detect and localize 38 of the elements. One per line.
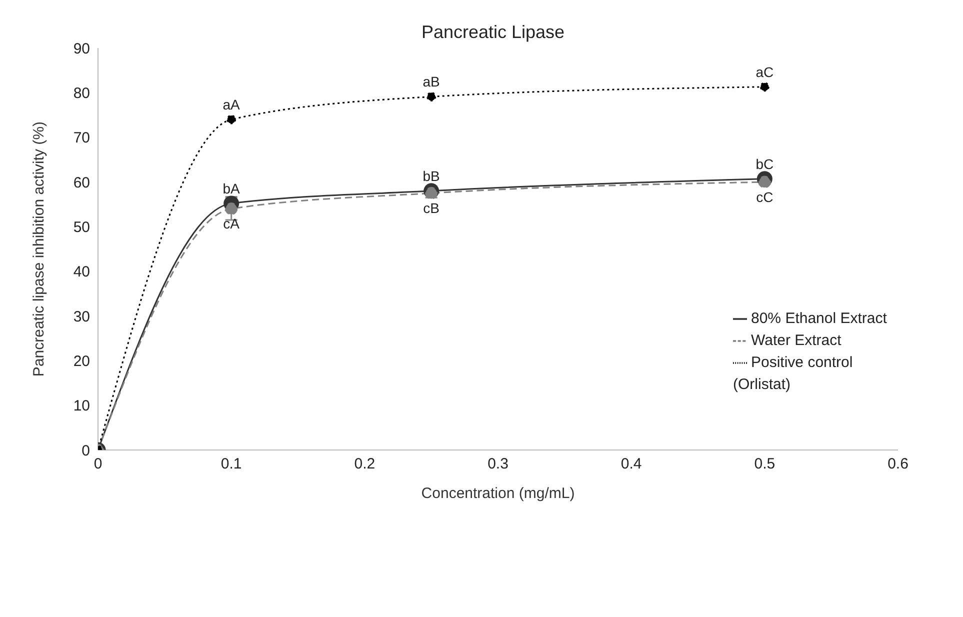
y-tick-label: 50 (73, 218, 90, 236)
chart-title: Pancreatic Lipase (421, 22, 565, 42)
x-tick-label: 0.1 (220, 456, 242, 473)
y-tick-label: 10 (73, 398, 90, 415)
y-tick-label: 20 (73, 352, 90, 370)
y-tick-label: 80 (73, 84, 90, 102)
x-tick-label: 0.6 (888, 456, 908, 473)
x-tick-label: 0.5 (754, 456, 776, 473)
point (226, 114, 236, 124)
y-tick-label: 60 (73, 174, 90, 192)
point (425, 186, 438, 200)
annotation: bC (756, 156, 774, 172)
point (760, 82, 770, 92)
x-tick-label: 0.4 (620, 456, 642, 473)
y-axis-title: Pancreatic lipase inhibition activity (%) (30, 121, 48, 377)
annotation: aA (222, 96, 241, 112)
point (426, 92, 436, 102)
annotation: bB (422, 168, 440, 184)
x-tick-label: 0.3 (488, 456, 508, 473)
point (225, 202, 238, 216)
annotation: cB (423, 200, 440, 216)
x-tick-label: 0 (94, 456, 102, 473)
annotation: cC (756, 188, 774, 205)
annotation: bA (222, 180, 241, 196)
annotation: aC (756, 64, 774, 80)
y-tick-label: 0 (82, 442, 90, 460)
annotation: aB (422, 74, 440, 90)
x-axis-title: Concentration (mg/mL) (421, 485, 575, 502)
y-tick-label: 40 (73, 264, 90, 281)
point (758, 176, 771, 188)
legend-label: Water Extract (751, 332, 842, 349)
y-tick-label: 90 (73, 40, 90, 58)
x-tick-label: 0.2 (354, 456, 376, 473)
y-tick-label: 70 (73, 130, 90, 147)
legend-label: Positive control (Orlistat) (733, 354, 853, 393)
legend-label: 80% Ethanol Extract (751, 310, 887, 327)
annotation: cA (223, 216, 240, 232)
y-tick-label: 30 (73, 308, 90, 326)
